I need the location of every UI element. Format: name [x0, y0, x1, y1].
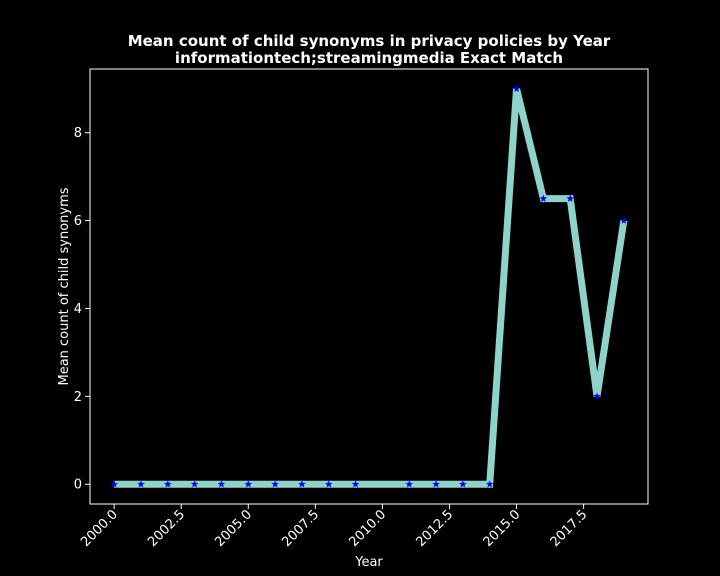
data-point: [163, 480, 172, 488]
data-point: [351, 480, 360, 488]
data-point: [620, 216, 628, 224]
data-point: [271, 480, 279, 488]
data-point: [137, 480, 145, 488]
y-axis: 0 2 4 6 8: [74, 126, 90, 493]
plot-area-frame: [89, 68, 649, 505]
data-point: [298, 480, 306, 488]
y-tick-label: 4: [74, 302, 82, 317]
data-point: [432, 480, 440, 488]
data-point: [217, 480, 226, 488]
y-tick-label: 2: [74, 390, 82, 405]
series-markers: [110, 84, 628, 488]
data-point: [485, 480, 494, 488]
y-tick-label: 6: [74, 214, 82, 229]
data-point: [566, 194, 575, 202]
data-point: [512, 84, 521, 93]
y-axis-label: Mean count of child synonyms: [57, 187, 72, 385]
data-point: [405, 480, 414, 488]
data-point: [190, 480, 199, 488]
data-point: [539, 194, 548, 202]
y-tick-label: 8: [74, 126, 82, 141]
data-point: [244, 480, 253, 488]
chart-subtitle: informationtech;streamingmedia Exact Mat…: [175, 49, 563, 67]
x-axis-label: Year: [354, 555, 383, 570]
data-point: [459, 480, 467, 488]
data-point: [110, 480, 118, 488]
data-point: [593, 392, 601, 400]
y-tick-label: 0: [74, 478, 82, 493]
data-point: [324, 480, 333, 488]
chart-title: Mean count of child synonyms in privacy …: [128, 32, 611, 50]
